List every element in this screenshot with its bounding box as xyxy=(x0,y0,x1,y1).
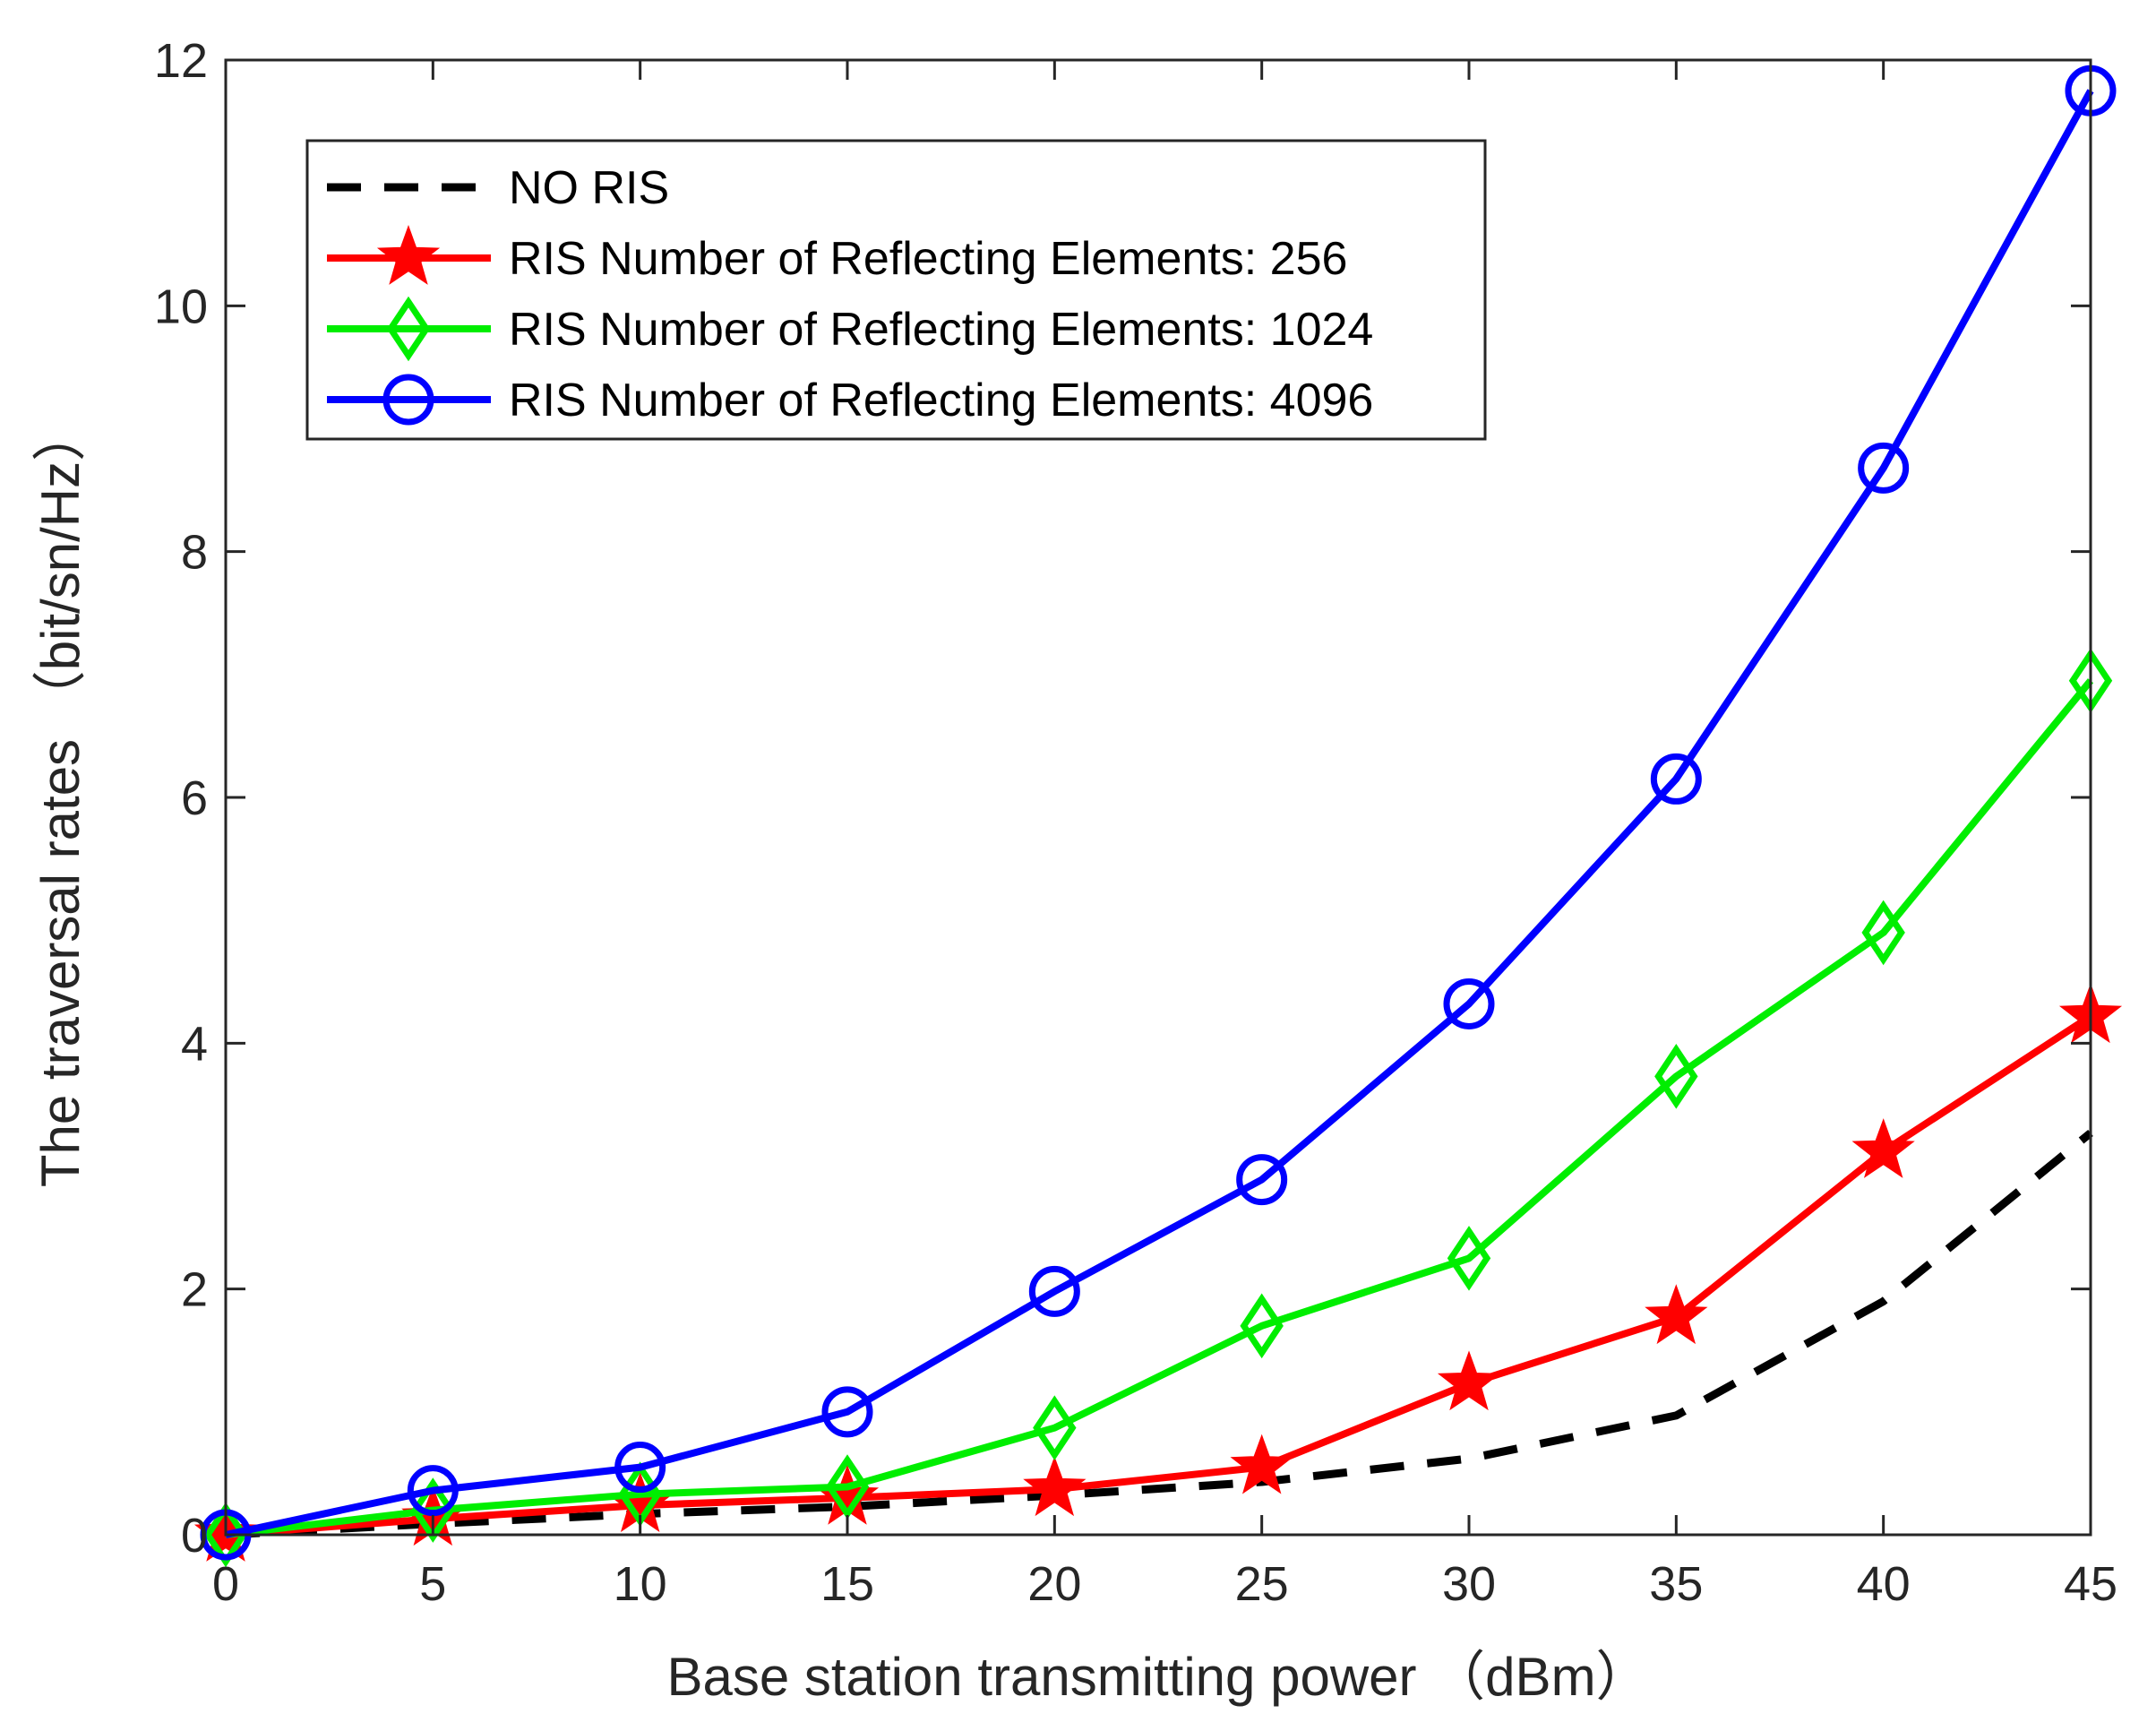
series-line xyxy=(225,1130,2093,1539)
tick-layer: 0 5 10 15 20 25 30 35 40 45 0 2 4 6 8 10 12 xyxy=(154,34,2117,1611)
data-point xyxy=(1437,1350,1501,1411)
x-tick-label: 10 xyxy=(614,1557,667,1611)
y-tick-label: 4 xyxy=(181,1017,208,1071)
data-point xyxy=(1851,1118,1915,1178)
y-tick-label: 12 xyxy=(154,34,208,88)
data-point xyxy=(1236,1154,1288,1206)
data-point xyxy=(1650,753,1702,805)
x-axis-label: Base station transmitting power （dBm） xyxy=(666,1647,1649,1707)
legend-label: RIS Number of Reflecting Elements: 256 xyxy=(509,233,1347,285)
series-line xyxy=(225,1012,2093,1538)
legend-swatch-marker xyxy=(386,296,431,362)
data-point xyxy=(825,1454,870,1520)
data-point xyxy=(1240,1293,1284,1359)
data-point xyxy=(821,1386,873,1438)
data-point xyxy=(1230,1434,1293,1494)
x-tick-label: 25 xyxy=(1235,1557,1289,1611)
legend-label: NO RIS xyxy=(509,162,669,214)
y-tick-label: 6 xyxy=(181,771,208,825)
x-tick-label: 5 xyxy=(419,1557,446,1611)
data-point xyxy=(411,1477,455,1543)
data-point xyxy=(407,1465,459,1517)
x-tick-label: 0 xyxy=(212,1557,239,1611)
data-point xyxy=(1447,1226,1491,1291)
data-point xyxy=(1443,977,1495,1029)
x-tick-label: 40 xyxy=(1857,1557,1911,1611)
y-axis-label: The traversal rates （bit/sn/Hz） xyxy=(30,408,90,1187)
legend: NO RIS RIS Number of Reflecting Elements:… xyxy=(305,139,1487,441)
data-point xyxy=(1023,1456,1087,1517)
legend-swatch-marker xyxy=(382,374,434,426)
y-tick-label: 10 xyxy=(154,280,208,333)
series-line xyxy=(225,89,2094,1538)
data-point xyxy=(1654,1044,1698,1109)
data-point xyxy=(614,1442,666,1494)
y-tick-label: 2 xyxy=(181,1263,208,1317)
x-tick-label: 35 xyxy=(1649,1557,1703,1611)
data-point xyxy=(1861,900,1905,966)
series-3 xyxy=(200,65,2117,1561)
legend-item-0: NO RIS xyxy=(327,162,669,214)
x-tick-label: 45 xyxy=(2064,1557,2117,1611)
legend-item-2: RIS Number of Reflecting Elements: 1024 xyxy=(327,296,1373,362)
data-point xyxy=(203,1502,248,1568)
data-point xyxy=(1028,1265,1080,1317)
data-point xyxy=(1033,1395,1077,1460)
x-tick-label: 15 xyxy=(820,1557,874,1611)
y-tick-label: 0 xyxy=(181,1509,208,1563)
data-point xyxy=(1645,1284,1708,1345)
legend-label: RIS Number of Reflecting Elements: 4096 xyxy=(509,375,1373,426)
x-tick-label: 20 xyxy=(1027,1557,1081,1611)
legend-item-3: RIS Number of Reflecting Elements: 4096 xyxy=(327,374,1373,426)
x-tick-label: 30 xyxy=(1442,1557,1496,1611)
legend-item-1: RIS Number of Reflecting Elements: 256 xyxy=(327,225,1347,285)
legend-box xyxy=(305,139,1487,441)
series-line xyxy=(225,678,2094,1538)
series-0 xyxy=(225,1130,2093,1539)
y-tick-label: 8 xyxy=(181,526,208,580)
legend-swatch-marker xyxy=(376,225,441,285)
data-point xyxy=(1858,442,1910,494)
legend-label: RIS Number of Reflecting Elements: 1024 xyxy=(509,304,1373,356)
